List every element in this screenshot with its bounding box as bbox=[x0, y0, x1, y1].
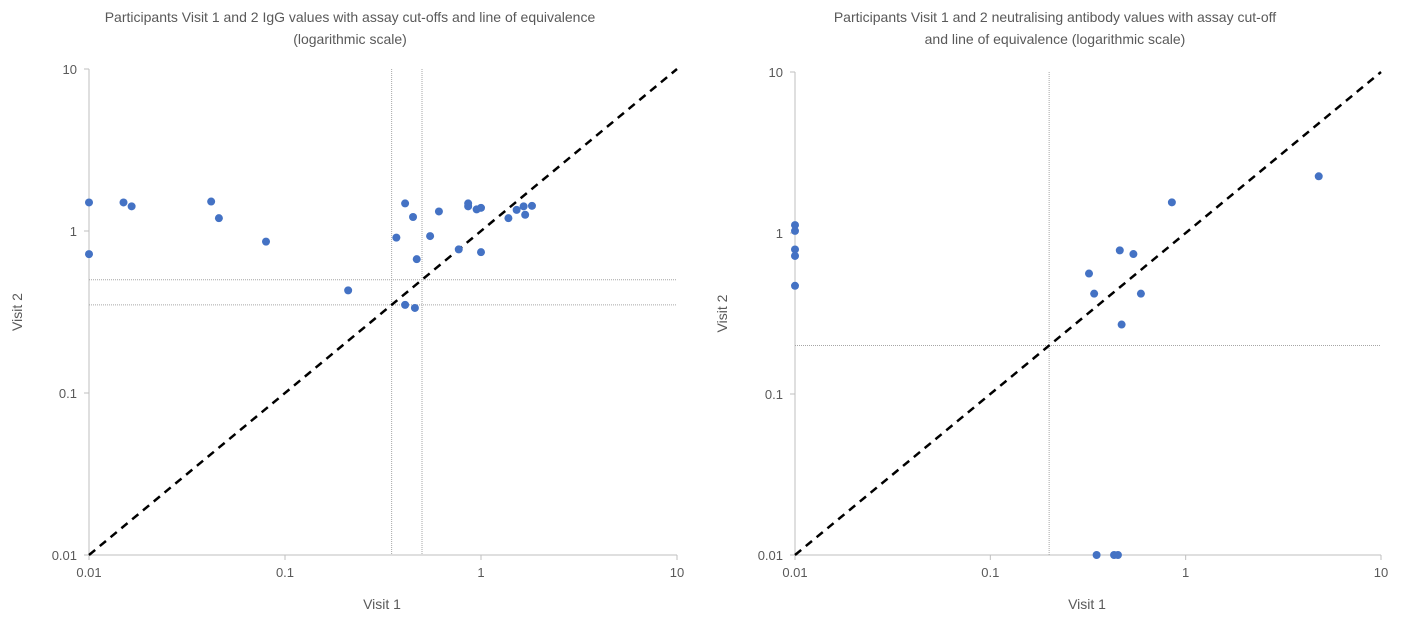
x-tick-label: 0.1 bbox=[276, 565, 294, 580]
data-point bbox=[409, 213, 418, 222]
x-tick-label: 0.1 bbox=[981, 565, 999, 580]
neutralising-antibody-scatter-plot: 0.01 0.1 1 10 0.01 0.1 1 10 Visit 1 Visit 2 bbox=[714, 65, 1388, 612]
igg-chart: Participants Visit 1 and 2 IgG values wi… bbox=[0, 0, 700, 617]
x-tick-label: 10 bbox=[670, 565, 684, 580]
igg-scatter-plot: 0.01 0.1 1 10 0.01 0.1 1 10 Visit 1 Visit 2 bbox=[9, 62, 684, 612]
data-point bbox=[392, 233, 401, 242]
chart-title-line-1: Participants Visit 1 and 2 IgG values wi… bbox=[104, 9, 596, 25]
data-point bbox=[477, 248, 485, 257]
data-point bbox=[401, 199, 410, 208]
equivalence-line bbox=[88, 68, 678, 556]
x-axis-title: Visit 1 bbox=[1068, 596, 1106, 612]
y-tick-label: 1 bbox=[776, 226, 783, 241]
data-point bbox=[1167, 198, 1176, 207]
data-point bbox=[512, 205, 521, 214]
data-point bbox=[344, 286, 353, 295]
data-point bbox=[527, 201, 536, 210]
chart-title: Participants Visit 1 and 2 IgG values wi… bbox=[0, 6, 700, 50]
chart-title-line-2: (logarithmic scale) bbox=[293, 31, 407, 47]
data-point bbox=[1092, 551, 1101, 559]
data-point bbox=[504, 214, 513, 223]
data-point bbox=[791, 226, 799, 235]
y-tick-label: 1 bbox=[70, 224, 77, 239]
y-tick-label: 10 bbox=[63, 62, 77, 77]
y-tick-label: 0.1 bbox=[765, 387, 783, 402]
data-point bbox=[791, 245, 799, 254]
data-point bbox=[519, 202, 528, 211]
data-point bbox=[119, 198, 128, 207]
equivalence-line bbox=[794, 71, 1382, 556]
data-point bbox=[1113, 551, 1122, 559]
data-point bbox=[127, 202, 136, 211]
y-tick-label: 10 bbox=[769, 65, 783, 80]
x-tick-label: 1 bbox=[1182, 565, 1189, 580]
x-tick-label: 1 bbox=[477, 565, 484, 580]
chart-title-line-2: and line of equivalence (logarithmic sca… bbox=[924, 31, 1186, 47]
x-axis-title: Visit 1 bbox=[363, 596, 401, 612]
neutralising-antibody-chart: Participants Visit 1 and 2 neutralising … bbox=[705, 0, 1405, 617]
data-point bbox=[1090, 289, 1099, 298]
data-point bbox=[1136, 289, 1145, 298]
x-tick-label: 10 bbox=[1374, 565, 1388, 580]
y-tick-label: 0.01 bbox=[52, 548, 77, 563]
data-point bbox=[207, 197, 216, 206]
data-point bbox=[791, 281, 799, 290]
data-point bbox=[426, 232, 435, 241]
data-point bbox=[262, 237, 271, 246]
data-point bbox=[791, 221, 799, 230]
data-point bbox=[434, 207, 443, 216]
chart-title-line-1: Participants Visit 1 and 2 neutralising … bbox=[833, 9, 1277, 25]
y-axis-title: Visit 2 bbox=[714, 294, 730, 332]
data-point bbox=[1117, 320, 1126, 329]
chart-title: Participants Visit 1 and 2 neutralising … bbox=[705, 6, 1405, 50]
data-point bbox=[791, 251, 799, 260]
data-point bbox=[464, 202, 473, 211]
data-point bbox=[401, 300, 410, 309]
data-point bbox=[412, 255, 421, 264]
x-tick-label: 0.01 bbox=[76, 565, 101, 580]
x-tick-label: 0.01 bbox=[782, 565, 807, 580]
data-point bbox=[85, 250, 93, 259]
data-point bbox=[214, 214, 223, 223]
data-point bbox=[1314, 172, 1323, 181]
data-point bbox=[1129, 250, 1138, 259]
y-tick-label: 0.01 bbox=[758, 548, 783, 563]
data-point bbox=[477, 203, 485, 212]
data-point bbox=[410, 303, 419, 312]
data-point bbox=[521, 210, 530, 219]
data-point bbox=[1085, 269, 1094, 278]
y-axis-title: Visit 2 bbox=[9, 293, 25, 331]
data-point bbox=[454, 245, 463, 254]
data-point bbox=[85, 198, 93, 207]
data-point bbox=[1115, 246, 1124, 255]
y-tick-label: 0.1 bbox=[59, 386, 77, 401]
